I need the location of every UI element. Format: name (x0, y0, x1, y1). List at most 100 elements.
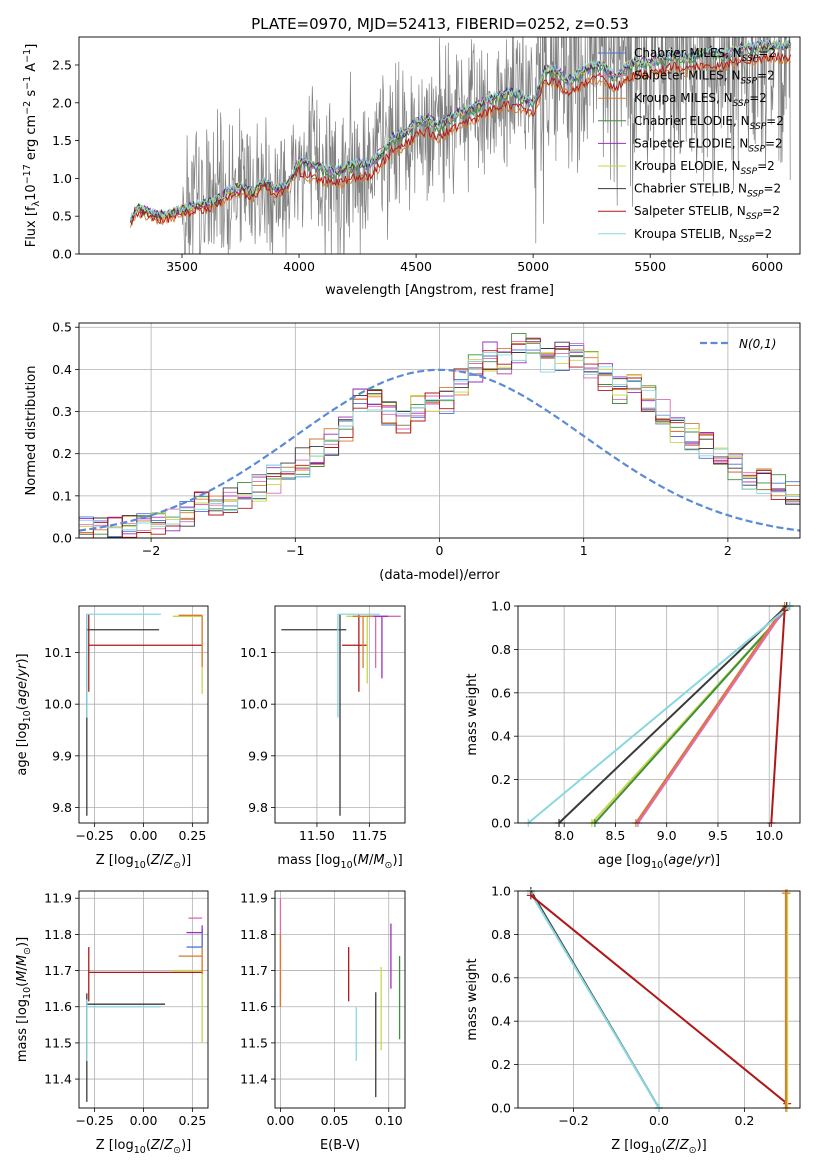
observed-spectrum (130, 37, 791, 254)
plot-frame (274, 890, 406, 1109)
y-axis-label: mass weight (465, 958, 480, 1040)
legend-entry: Chabrier ELODIE, NSSP=2 (634, 114, 784, 132)
x-tick-label: 0.00 (130, 1113, 158, 1128)
x-tick-label: 1 (580, 543, 588, 558)
x-axis-label: (data-model)/error (379, 568, 500, 583)
x-tick-label: −0.25 (75, 1113, 113, 1128)
x-axis-label: wavelength [Angstrom, rest frame] (325, 283, 554, 298)
y-tick-label: 11.8 (240, 927, 268, 942)
x-tick-label: 9.0 (657, 828, 677, 843)
y-tick-label: 11.6 (240, 999, 268, 1014)
x-tick-label: 8.5 (605, 828, 625, 843)
y-tick-label: 11.4 (240, 1072, 268, 1087)
y-tick-label: 1.5 (52, 133, 72, 148)
x-tick-label: 0.00 (130, 828, 158, 843)
legend-entry: Kroupa ELODIE, NSSP=2 (634, 159, 775, 177)
residual-histogram-panel: −2 −1 0 1 2 0.0 0.1 0.2 0.3 0.4 0.5 N(0,1) (data-mod… (24, 320, 801, 583)
y-axis-label: Normed distribution (24, 366, 39, 496)
y-tick-label: 11.7 (240, 963, 268, 978)
x-tick-label: −2 (142, 543, 160, 558)
x-tick-label: 0.0 (649, 1113, 669, 1128)
y-tick-label: 2.0 (52, 95, 72, 110)
model-spectrum-2 (130, 53, 792, 228)
spectrum-panel: 3500 4000 4500 5000 5500 6000 0.0 0.5 1.0 1.5 2.0 2… (22, 36, 801, 298)
mass-vs-reddening-panel: 0.00 0.05 0.10 11.4 11.5 11.6 11.7 11.8 11.9 E(B-… (240, 890, 406, 1153)
histogram-step-7 (79, 341, 800, 538)
figure-title: PLATE=0970, MJD=52413, FIBERID=0252, z=0… (251, 15, 629, 33)
y-tick-label: 9.8 (52, 800, 72, 815)
weight-line-1 (594, 605, 791, 824)
y-tick-label: 11.8 (44, 927, 72, 942)
weight-vs-metallicity-panel: −0.2 0.0 0.2 0.0 0.2 0.4 0.6 0.8 1.0 Z [log10(Z/Z… (465, 884, 801, 1156)
x-tick-label: 3500 (166, 259, 198, 274)
y-axis-label: age [log10(age/yr)] (15, 653, 33, 775)
weight-line-2 (530, 894, 788, 1105)
y-tick-label: 2.5 (52, 57, 72, 72)
y-tick-label: 0.0 (52, 247, 72, 262)
plot-frame (78, 322, 801, 539)
x-tick-label: 4500 (400, 259, 432, 274)
legend-entry: N(0,1) (739, 337, 776, 351)
y-tick-label: 9.9 (248, 748, 268, 763)
weight-line-1 (529, 892, 660, 1109)
legend-entry: Chabrier MILES, NSSP=2 (634, 46, 776, 64)
plot-frame (517, 605, 801, 824)
errorbar-markers (86, 613, 203, 816)
y-tick-label: 11.5 (44, 1035, 72, 1050)
x-tick-label: 8.0 (554, 828, 574, 843)
y-tick-label: 0.4 (491, 729, 511, 744)
plot-frame (78, 890, 209, 1109)
x-tick-label: 0.00 (266, 1113, 294, 1128)
errorbar-markers (279, 898, 401, 1098)
weight-line-4 (558, 605, 788, 824)
spectrum-traces (130, 37, 792, 254)
x-tick-label: 0.05 (321, 1113, 349, 1128)
y-tick-label: 0.6 (491, 970, 511, 985)
y-tick-label: 0.2 (491, 1057, 511, 1072)
histogram-traces (79, 333, 800, 538)
x-tick-label: −1 (286, 543, 304, 558)
x-tick-label: 5500 (634, 259, 666, 274)
plot-frame (517, 890, 801, 1109)
y-tick-label: 0.2 (52, 446, 72, 461)
normal-curve (79, 368, 800, 532)
x-axis-label: Z [log10(Z/Z⊙)] (96, 1138, 191, 1156)
y-tick-label: 1.0 (52, 171, 72, 186)
errorbar-markers (281, 613, 401, 816)
y-axis-label: Flux [fλ10−17 erg cm−2 s−1 A−1] (22, 44, 42, 248)
x-tick-label: −0.25 (75, 828, 113, 843)
y-tick-label: 0.6 (491, 685, 511, 700)
legend-entry: Salpeter STELIB, NSSP=2 (634, 204, 780, 222)
y-tick-label: 10.0 (44, 697, 72, 712)
legend-entry: Kroupa MILES, NSSP=2 (634, 91, 767, 109)
plot-frame (78, 605, 209, 824)
x-axis-label: Z [log10(Z/Z⊙)] (611, 1138, 706, 1156)
x-tick-label: 11.75 (351, 828, 387, 843)
x-axis-label: age [log10(age/yr)] (598, 853, 720, 871)
y-tick-label: 0.0 (491, 1101, 511, 1116)
y-tick-label: 1.0 (491, 884, 511, 899)
x-tick-label: 0.2 (735, 1113, 755, 1128)
x-tick-label: −0.2 (558, 1113, 588, 1128)
y-tick-label: 11.9 (44, 891, 72, 906)
y-tick-label: 0.5 (52, 209, 72, 224)
x-axis-label: mass [log10(M/M⊙)] (277, 853, 402, 871)
y-tick-label: 1.0 (491, 599, 511, 614)
x-tick-label: 5000 (517, 259, 549, 274)
y-tick-label: 11.5 (240, 1035, 268, 1050)
y-tick-label: 9.8 (248, 800, 268, 815)
y-tick-label: 10.1 (240, 645, 268, 660)
weight-vs-age-panel: 8.0 8.5 9.0 9.5 10.0 0.0 0.2 0.4 0.6 0.8 1.0 age [l… (465, 599, 801, 871)
y-tick-label: 0.8 (491, 642, 511, 657)
age-vs-mass-panel: 11.50 11.75 9.8 9.9 10.0 10.1 mass [log10(M/M⊙… (240, 605, 406, 871)
y-tick-label: 0.5 (52, 320, 72, 335)
x-tick-label: 0.10 (375, 1113, 403, 1128)
weight-line-3 (637, 605, 788, 824)
x-tick-label: 11.50 (299, 828, 335, 843)
plot-frame (274, 605, 406, 824)
model-spectrum-8 (130, 38, 791, 221)
y-tick-label: 10.1 (44, 645, 72, 660)
y-tick-label: 9.9 (52, 748, 72, 763)
x-tick-label: 10.0 (755, 828, 783, 843)
